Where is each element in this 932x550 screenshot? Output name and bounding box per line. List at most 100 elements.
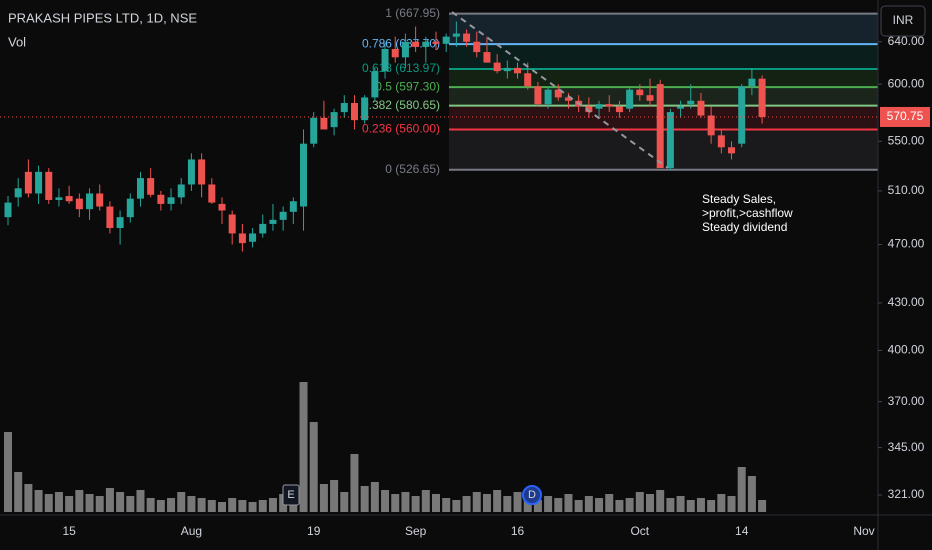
candle-body [656,84,664,169]
candle-body [646,95,654,101]
candle-body [564,97,572,101]
volume-bar [442,498,451,512]
candle-body [167,197,175,204]
annotation-line: >profit,>cashflow [702,206,793,220]
fib-level-label: 0.382 (580.65) [362,98,440,112]
volume-bar [4,432,12,512]
earnings-label[interactable]: E [287,489,294,501]
volume-bar [238,500,247,512]
y-tick-label: 640.00 [888,34,925,48]
currency-button[interactable] [880,5,926,37]
candle-body [14,188,22,198]
price-axis [878,0,932,550]
candle-body [310,117,318,144]
candle-body [65,196,73,202]
x-tick-label: 14 [735,524,749,538]
fib-zone [449,13,878,45]
candle-body [422,41,430,47]
volume-bar [605,494,614,512]
candle-body [35,171,43,194]
candle-body [401,41,409,58]
candle-body [615,106,623,113]
fib-trend-line [451,11,669,169]
candle-body [666,112,674,169]
candle-body [320,117,328,130]
axes: 640.00 600.00 550.00 510.00 470.00 430.00 400.… [62,34,930,538]
volume-bar [503,496,512,512]
volume-bar [350,454,359,512]
candle-body [330,112,338,128]
volume-bar [544,496,553,512]
candle-body [96,193,104,207]
currency-label[interactable]: INR [893,13,914,27]
candle-body [249,233,257,242]
candle-body [595,104,603,109]
candle-body [585,106,593,113]
annotation-line: Steady Sales, [702,192,776,206]
volume-bar [391,494,400,512]
time-axis [0,515,932,550]
candle-body [738,86,746,144]
dividend-marker[interactable] [522,485,542,505]
volume-bar [85,494,94,512]
x-tick-label: Nov [853,524,874,538]
y-tick-label: 600.00 [888,76,925,90]
volume-bar [258,500,267,512]
volume-bar [472,492,481,512]
fib-level-label: 0.5 (597.30) [375,79,440,93]
candle-body [554,89,562,98]
fib-zone [449,69,878,88]
plot-area: 1 (667.95) 0.786 (637.70) 0.618 (613.97) 0.… [0,6,878,512]
candle-body [350,103,358,121]
volume-bar [44,494,53,512]
volume-bar [34,490,43,512]
volume-bar [268,498,277,512]
volume-bar [207,500,216,512]
earnings-marker[interactable] [282,484,300,506]
volume-bar [177,492,186,512]
volume-bar [686,500,695,512]
volume-bar [54,492,63,512]
candle-body [157,194,165,204]
candle-body [75,198,83,210]
candle-body [524,73,532,87]
x-tick-label: Sep [405,524,427,538]
volume-bar [493,490,502,512]
volume-bar [299,382,308,512]
volume-bar [737,467,746,512]
candle-body [452,33,460,37]
volume-bar [421,490,430,512]
candle-body [371,71,379,98]
candle-body [228,214,236,234]
volume-bar [411,496,420,512]
fib-level-label: 0 (526.65) [385,162,440,176]
candle-body [463,33,471,42]
volume-bar [248,502,257,512]
volume-bar [523,498,532,512]
candle-body [289,201,297,212]
volume-bar [574,500,583,512]
volume-bar [95,496,104,512]
candle-body [442,36,450,44]
volume-bar [462,496,471,512]
candle-body [728,147,736,154]
volume-bar [533,500,542,512]
volume-bar [340,492,349,512]
volume-bar [666,498,675,512]
volume-bar [167,498,176,512]
chart-title: PRAKASH PIPES LTD, 1D, NSE [8,10,197,25]
volume-bar [75,490,84,512]
fib-level-label: 0.618 (613.97) [362,61,440,75]
x-tick-label: 16 [511,524,525,538]
dividend-label[interactable]: D [528,489,536,501]
volume-bar [676,496,685,512]
candle-body [106,206,114,228]
candle-body [24,171,32,194]
volume-bar [24,484,33,512]
candle-body [717,135,725,148]
candle-body [473,41,481,53]
candle-body [626,89,634,109]
candle-body [514,67,522,74]
